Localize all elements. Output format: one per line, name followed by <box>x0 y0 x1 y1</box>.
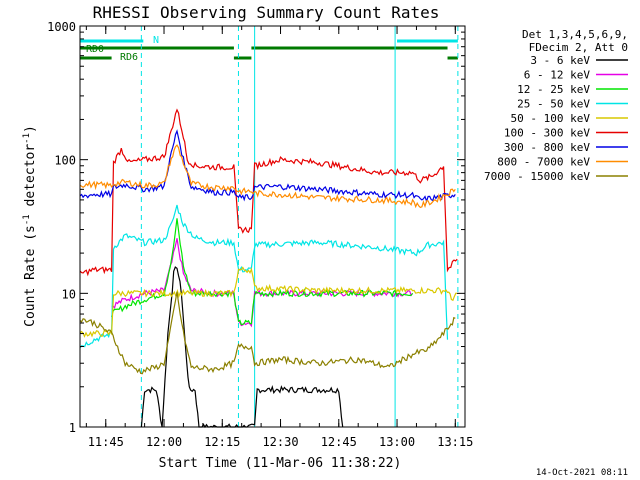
series-line <box>79 129 456 204</box>
y-axis-label-part: Count Rate (s <box>23 225 38 327</box>
x-tick-label: 11:45 <box>88 435 124 449</box>
y-axis-label-part: -1 <box>22 214 32 225</box>
night-markers <box>79 26 459 427</box>
x-tick-label: 12:30 <box>262 435 298 449</box>
series-line <box>79 204 449 349</box>
legend-label: 3 - 6 keV <box>530 54 590 67</box>
legend-label: 100 - 300 keV <box>504 127 590 140</box>
y-tick-label: 100 <box>54 154 76 168</box>
y-axis-label-part: -1 <box>22 133 32 144</box>
flag-label-n: N <box>153 35 159 46</box>
y-axis-label-part: ) <box>23 125 38 133</box>
generation-timestamp: 14-Oct-2021 08:11 <box>536 468 628 478</box>
legend-label: 50 - 100 keV <box>511 112 591 125</box>
series-line <box>79 144 456 209</box>
legend-label: 300 - 800 keV <box>504 141 590 154</box>
flag-label-rd6: RD6 <box>120 52 138 63</box>
legend-header-line-1: Det 1,3,4,5,6,9, <box>522 28 628 41</box>
y-tick-label: 10 <box>62 287 76 301</box>
series-line <box>111 238 414 328</box>
axes: 1 10 100 1000 11:45 12:00 12:15 12:30 12:45 13:00… <box>47 20 473 449</box>
x-tick-label: 12:00 <box>146 435 182 449</box>
x-tick-label: 12:15 <box>204 435 240 449</box>
y-axis-label: Count Rate (s-1 detector-1) <box>22 125 38 327</box>
legend-label: 6 - 12 keV <box>524 69 591 82</box>
series-lines <box>79 108 458 429</box>
series-line <box>79 108 458 277</box>
legend-label: 25 - 50 keV <box>517 98 590 111</box>
x-tick-label: 13:15 <box>437 435 473 449</box>
y-tick-label: 1000 <box>47 20 76 34</box>
observing-flags: N RD0 RD6 <box>80 35 458 63</box>
x-axis-label: Start Time (11-Mar-06 11:38:22) <box>159 456 402 471</box>
legend-header-line-2: FDecim 2, Att 0 <box>529 41 628 54</box>
legend-label: 12 - 25 keV <box>517 83 590 96</box>
series-line <box>79 291 456 375</box>
series-line <box>140 266 344 429</box>
chart-title: RHESSI Observing Summary Count Rates <box>93 3 440 22</box>
y-axis-label-part: detector <box>23 144 38 215</box>
x-tick-label: 13:00 <box>379 435 415 449</box>
legend-label: 800 - 7000 keV <box>497 156 590 169</box>
y-tick-label: 1 <box>69 421 76 435</box>
series-line <box>111 218 414 326</box>
flag-label-rd0: RD0 <box>86 44 104 55</box>
x-tick-label: 12:45 <box>321 435 357 449</box>
legend-label: 7000 - 15000 keV <box>484 170 590 183</box>
plot-frame <box>79 25 466 428</box>
series-line <box>79 266 458 338</box>
